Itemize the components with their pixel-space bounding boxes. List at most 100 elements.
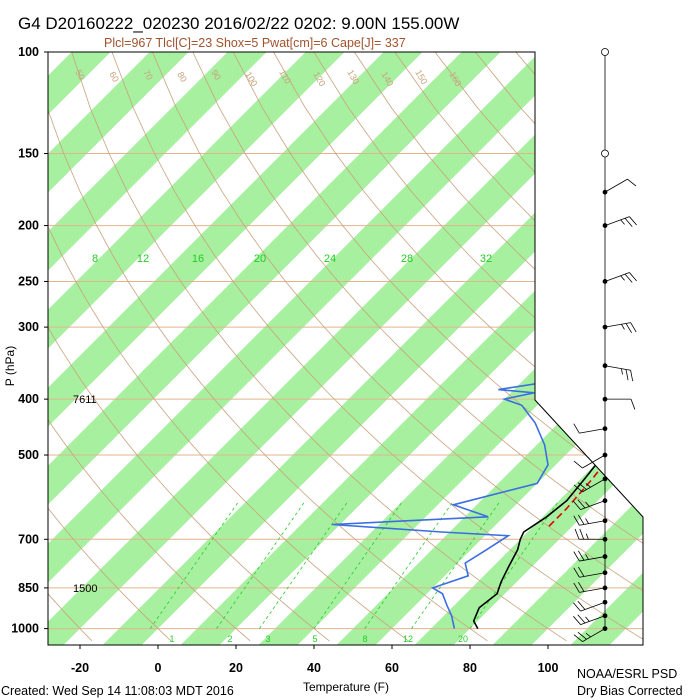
y-axis-label: P (hPa) bbox=[3, 346, 17, 386]
wind-barb-flag bbox=[574, 528, 580, 540]
y-tick-label: 250 bbox=[18, 274, 39, 288]
wind-barb-flag bbox=[629, 216, 637, 226]
wind-barb-flag bbox=[573, 423, 580, 434]
mixing-ratio-label: 32 bbox=[480, 253, 492, 265]
wind-barb-shaft bbox=[604, 216, 630, 226]
wind-barb-flag bbox=[573, 634, 583, 642]
wind-barb-flag bbox=[577, 614, 586, 624]
wind-barb-flag bbox=[577, 600, 586, 610]
wind-barb-flag bbox=[577, 499, 586, 509]
wind-barb bbox=[604, 322, 637, 334]
isotherm-label: 10 bbox=[536, 259, 560, 283]
x-axis-label: Temperature (F) bbox=[303, 680, 389, 694]
dry-adiabat bbox=[111, 52, 643, 642]
x-tick-label: 100 bbox=[538, 661, 559, 675]
wind-barb bbox=[573, 550, 606, 562]
wind-barb-flag bbox=[621, 324, 625, 330]
mixing-ratio-bottom-label: 2 bbox=[227, 634, 232, 644]
wind-barb bbox=[604, 272, 637, 283]
mixing-ratio-label: 16 bbox=[192, 253, 204, 265]
mixing-ratio-bottom-label: 12 bbox=[403, 634, 413, 644]
wind-barb bbox=[573, 628, 606, 642]
wind-barb bbox=[573, 423, 606, 434]
isotherm-band bbox=[48, 52, 527, 645]
wind-barb-flag bbox=[573, 460, 583, 469]
isotherm-band bbox=[48, 52, 449, 645]
wind-barb bbox=[574, 528, 605, 540]
isotherm-band bbox=[407, 52, 643, 645]
wind-barb-flag bbox=[573, 515, 580, 526]
wind-barb bbox=[573, 454, 606, 469]
mixing-ratio-line bbox=[216, 500, 306, 629]
mixing-ratio-label: 24 bbox=[324, 253, 336, 265]
dry-adiabat bbox=[48, 52, 172, 642]
created-timestamp: Created: Wed Sep 14 11:08:03 MDT 2016 bbox=[1, 684, 234, 698]
mixing-ratio-line bbox=[469, 500, 560, 629]
wind-barb bbox=[573, 499, 606, 510]
wind-barb-flag bbox=[624, 273, 633, 283]
x-tick-label: 40 bbox=[307, 661, 321, 675]
mixing-ratio-line bbox=[259, 500, 349, 629]
wind-barb bbox=[604, 216, 637, 227]
wind-barb-flag bbox=[573, 602, 581, 612]
wind-barb-shaft bbox=[604, 272, 630, 282]
wind-barb-flag bbox=[585, 533, 589, 540]
wind-barb-flag bbox=[579, 528, 585, 540]
y-tick-label: 150 bbox=[18, 147, 39, 161]
wind-barb-flag bbox=[620, 275, 625, 281]
wind-barb-flag bbox=[578, 514, 585, 525]
credit-bias: Dry Bias Corrected bbox=[577, 684, 683, 698]
wind-barb bbox=[604, 365, 634, 382]
wind-barb bbox=[573, 614, 606, 626]
mixing-ratio-line bbox=[149, 500, 240, 629]
height-label: 1500 bbox=[73, 583, 97, 595]
theta-label: 120 bbox=[311, 70, 327, 88]
isotherm-band bbox=[48, 52, 215, 645]
dry-adiabat bbox=[48, 52, 251, 642]
isotherm-label: 20 bbox=[536, 184, 560, 208]
wind-barb-shaft bbox=[604, 178, 628, 193]
y-tick-label: 400 bbox=[18, 392, 39, 406]
dry-adiabat bbox=[273, 52, 643, 642]
y-tick-label: 500 bbox=[18, 448, 39, 462]
isotherm-label: 0 bbox=[534, 342, 552, 360]
y-tick-label: 700 bbox=[18, 532, 39, 546]
theta-label: 50 bbox=[73, 68, 87, 82]
isotherm-label: 30 bbox=[624, 474, 648, 498]
isotherm-label: 10 bbox=[549, 396, 573, 420]
chart-title: G4 D20160222_020230 2016/02/22 0202: 9.0… bbox=[18, 14, 459, 33]
wind-barb bbox=[605, 398, 636, 410]
wind-barb-flag bbox=[573, 551, 580, 562]
x-tick-label: 0 bbox=[155, 661, 162, 675]
wind-barb-flag bbox=[585, 483, 591, 488]
wind-barb-flag bbox=[578, 581, 585, 592]
mixing-ratio-label: 12 bbox=[137, 253, 149, 265]
wind-barb-station bbox=[601, 149, 609, 158]
theta-label: 90 bbox=[209, 68, 223, 82]
y-tick-label: 200 bbox=[18, 219, 39, 233]
plot-frame bbox=[47, 51, 644, 646]
wind-barb-flag bbox=[585, 616, 590, 622]
theta-label: 100 bbox=[243, 70, 259, 88]
wind-barb-station bbox=[601, 48, 609, 56]
wind-barb-flag bbox=[630, 370, 634, 382]
isotherm-band bbox=[329, 52, 643, 645]
mixing-ratio-bottom-label: 20 bbox=[458, 634, 468, 644]
dry-adiabat bbox=[48, 52, 93, 642]
isotherm-band bbox=[48, 52, 643, 645]
wind-barb-flag bbox=[573, 567, 580, 578]
wind-barb-flag bbox=[630, 399, 636, 410]
mixing-ratio-line bbox=[411, 500, 501, 629]
dry-adiabat bbox=[48, 52, 409, 642]
wind-barb bbox=[573, 478, 606, 493]
y-tick-label: 100 bbox=[18, 45, 39, 59]
mixing-ratio-label: 8 bbox=[92, 253, 98, 265]
dry-adiabat bbox=[48, 52, 488, 642]
wind-barb-flag bbox=[573, 500, 581, 510]
x-tick-label: 80 bbox=[463, 661, 477, 675]
y-tick-label: 1000 bbox=[11, 622, 39, 636]
wind-barb-shaft bbox=[604, 365, 631, 371]
dry-adiabat bbox=[152, 52, 643, 642]
x-tick-label: 60 bbox=[385, 661, 399, 675]
wind-barb bbox=[573, 566, 606, 578]
